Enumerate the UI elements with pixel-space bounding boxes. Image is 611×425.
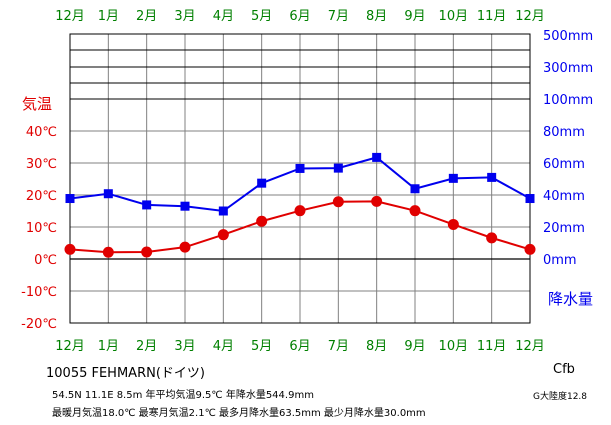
precipitation-point <box>487 172 497 182</box>
precipitation-point <box>218 206 228 216</box>
temperature-point <box>256 215 268 227</box>
temperature-point <box>102 246 114 258</box>
month-label: 12月 <box>515 339 545 354</box>
precipitation-point <box>65 194 75 204</box>
temperature-point <box>524 243 536 255</box>
precipitation-tick-label: 80mm <box>543 125 585 140</box>
station-summary-line-2: 最暖月気温18.0℃ 最寒月気温2.1℃ 最多月降水量63.5mm 最少月降水量… <box>52 408 426 419</box>
temperature-tick-label: 20℃ <box>26 189 57 204</box>
temperature-point <box>447 218 459 230</box>
temperature-tick-label: 40℃ <box>26 125 57 140</box>
chart-frame <box>69 33 531 324</box>
temperature-point <box>332 196 344 208</box>
month-label: 6月 <box>289 9 310 24</box>
temperature-point <box>371 195 383 207</box>
axis-tick-labels: 40℃ 30℃ 20℃ 10℃ 0℃ -10℃ -20℃ 気温 500mm 300mm 100mm 8… <box>21 29 593 332</box>
month-label: 11月 <box>477 339 507 354</box>
temperature-tick-label: 30℃ <box>26 157 57 172</box>
month-label: 2月 <box>136 339 157 354</box>
month-label: 5月 <box>251 9 272 24</box>
precipitation-point <box>295 163 305 173</box>
month-label: 5月 <box>251 339 272 354</box>
month-label: 7月 <box>328 339 349 354</box>
month-label: 9月 <box>404 339 425 354</box>
month-label: 4月 <box>213 9 234 24</box>
month-label: 10月 <box>439 9 469 24</box>
month-label: 8月 <box>366 339 387 354</box>
koppen-classification: Cfb <box>553 362 575 377</box>
plot-frame <box>69 33 531 324</box>
month-label: 10月 <box>439 339 469 354</box>
temperature-point <box>409 205 421 217</box>
month-labels: 12月 12月 1月 1月 2月 2月 3月 3月 4月 4月 5月 5月 6月 6月 7月 7月 8月 8月 9月… <box>55 9 545 354</box>
continentality-index: G大陸度12.8 <box>533 392 588 402</box>
precipitation-tick-label: 20mm <box>543 221 585 236</box>
precipitation-tick-label: 300mm <box>543 61 593 76</box>
precipitation-point <box>180 201 190 211</box>
temperature-series <box>64 195 536 258</box>
month-label: 4月 <box>213 339 234 354</box>
month-label: 3月 <box>174 339 195 354</box>
precipitation-point <box>372 152 382 162</box>
station-summary-line-1: 54.5N 11.1E 8.5m 年平均気温9.5℃ 年降水量544.9mm <box>52 390 314 401</box>
month-label: 7月 <box>328 9 349 24</box>
temperature-point <box>64 243 76 255</box>
month-label: 2月 <box>136 9 157 24</box>
month-label: 11月 <box>477 9 507 24</box>
temperature-tick-label: 0℃ <box>34 253 57 268</box>
temperature-point <box>141 246 153 258</box>
precipitation-tick-label: 500mm <box>543 29 593 44</box>
precipitation-point <box>448 173 458 183</box>
month-label: 12月 <box>515 9 545 24</box>
month-label: 3月 <box>174 9 195 24</box>
temperature-point <box>217 229 229 241</box>
month-label: 1月 <box>98 339 119 354</box>
precipitation-point <box>142 200 152 210</box>
month-label: 8月 <box>366 9 387 24</box>
precipitation-series <box>65 152 535 216</box>
precipitation-axis-label: 降水量 <box>548 290 593 308</box>
precipitation-tick-label: 100mm <box>543 93 593 108</box>
temperature-tick-label: 10℃ <box>26 221 57 236</box>
temperature-point <box>486 232 498 244</box>
precipitation-point <box>103 189 113 199</box>
month-label: 12月 <box>55 9 85 24</box>
temperature-axis-label: 気温 <box>22 95 52 113</box>
month-label: 1月 <box>98 9 119 24</box>
month-label: 9月 <box>404 9 425 24</box>
chart-grid <box>70 34 530 323</box>
precipitation-tick-label: 60mm <box>543 157 585 172</box>
precipitation-point <box>525 194 535 204</box>
precipitation-point <box>410 184 420 194</box>
month-label: 6月 <box>289 339 310 354</box>
month-label: 12月 <box>55 339 85 354</box>
precipitation-tick-label: 40mm <box>543 189 585 204</box>
station-name: 10055 FEHMARN(ドイツ) <box>46 366 205 381</box>
temperature-point <box>179 241 191 253</box>
temperature-tick-label: -10℃ <box>21 285 57 300</box>
temperature-tick-label: -20℃ <box>21 317 57 332</box>
precipitation-tick-label: 0mm <box>543 253 577 268</box>
temperature-point <box>294 205 306 217</box>
precipitation-point <box>257 178 267 188</box>
precipitation-point <box>333 163 343 173</box>
